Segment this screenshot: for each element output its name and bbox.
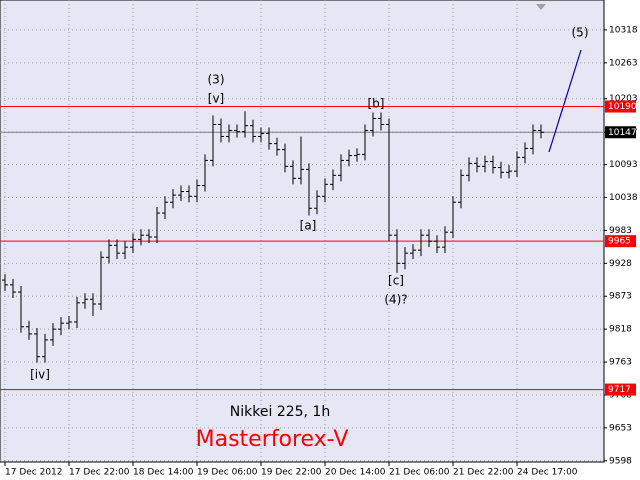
wave-label: [iv] <box>30 368 50 382</box>
x-tick-label: 19 Dec 06:00 <box>197 468 258 478</box>
x-tick-label: 19 Dec 22:00 <box>261 468 322 478</box>
scroll-marker <box>536 4 546 10</box>
plot-area <box>0 0 605 463</box>
x-tick-label: 24 Dec 17:00 <box>517 468 578 478</box>
level-label: 9717 <box>608 385 631 395</box>
wave-label: [a] <box>300 219 317 233</box>
y-tick-label: 9928 <box>609 259 632 269</box>
trend-line <box>548 49 582 153</box>
y-tick-label: 9598 <box>609 456 632 466</box>
x-tick-label: 21 Dec 06:00 <box>389 468 450 478</box>
wave-label: [v] <box>208 92 224 106</box>
wave-label: [b] <box>368 97 385 111</box>
wave-label: [c] <box>388 274 404 288</box>
chart-subtitle: Masterforex-V <box>196 427 349 452</box>
y-tick-label: 10263 <box>609 58 638 68</box>
y-tick-label: 10038 <box>609 193 638 203</box>
level-label-box <box>605 383 636 396</box>
x-tick-label: 17 Dec 22:00 <box>69 468 130 478</box>
level-label-box <box>605 100 636 113</box>
y-tick-label: 9983 <box>609 226 632 236</box>
level-label: 9965 <box>608 237 631 247</box>
level-label: 10190 <box>608 102 637 112</box>
x-tick-label: 20 Dec 14:00 <box>325 468 386 478</box>
wave-label: (3) <box>208 73 225 87</box>
y-tick-label: 10318 <box>609 25 638 35</box>
x-tick-label: 18 Dec 14:00 <box>133 468 194 478</box>
y-tick-label: 9763 <box>609 358 632 368</box>
y-tick-label: 9818 <box>609 325 632 335</box>
level-label: 10147 <box>608 128 637 138</box>
y-tick-label: 10203 <box>609 94 638 104</box>
y-tick-label: 9653 <box>609 423 632 433</box>
wave-label: (4)? <box>384 293 407 307</box>
level-label-box <box>605 235 636 248</box>
x-tick-label: 21 Dec 22:00 <box>453 468 514 478</box>
y-tick-label: 10093 <box>609 160 638 170</box>
chart-title: Nikkei 225, 1h <box>230 404 330 420</box>
wave-label: (5) <box>572 26 589 40</box>
x-tick-label: 17 Dec 2012 <box>5 468 63 478</box>
y-tick-label: 9873 <box>609 292 632 302</box>
level-label-box <box>605 126 636 139</box>
